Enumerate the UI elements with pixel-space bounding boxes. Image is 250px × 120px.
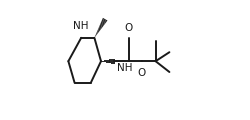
Polygon shape [99, 26, 102, 29]
Polygon shape [94, 37, 95, 38]
Polygon shape [100, 24, 103, 27]
Polygon shape [98, 27, 101, 30]
Text: NH: NH [73, 21, 88, 31]
Polygon shape [100, 23, 104, 25]
Text: O: O [124, 23, 133, 33]
Polygon shape [98, 28, 101, 30]
Polygon shape [99, 25, 102, 28]
Polygon shape [101, 22, 105, 25]
Polygon shape [95, 36, 96, 37]
Polygon shape [96, 33, 98, 35]
Polygon shape [98, 29, 100, 31]
Polygon shape [96, 32, 98, 34]
Polygon shape [97, 31, 99, 33]
Polygon shape [96, 34, 97, 35]
Text: O: O [138, 68, 146, 78]
Polygon shape [101, 21, 105, 24]
Text: NH: NH [116, 63, 132, 73]
Polygon shape [102, 19, 107, 22]
Polygon shape [102, 18, 108, 21]
Polygon shape [95, 35, 96, 36]
Polygon shape [102, 20, 106, 23]
Polygon shape [100, 24, 104, 26]
Polygon shape [97, 30, 100, 32]
